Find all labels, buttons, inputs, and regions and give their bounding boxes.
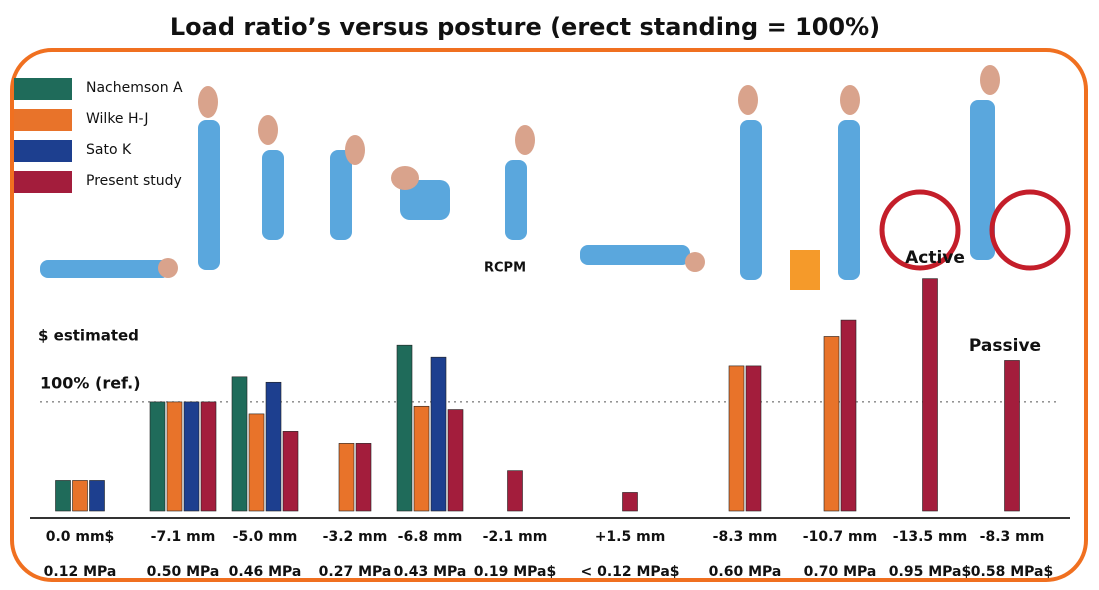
bar: [1005, 360, 1020, 511]
bar: [90, 480, 105, 511]
pressure-label: 0.50 MPa: [147, 564, 220, 580]
bar: [184, 402, 199, 511]
x-tick-label: -8.3 mm: [713, 529, 778, 545]
pressure-label: 0.19 MPa$: [474, 564, 556, 580]
bar: [232, 377, 247, 511]
pressure-label: 0.12 MPa: [44, 564, 117, 580]
pressure-label: < 0.12 MPa$: [580, 564, 679, 580]
legend-swatch: [14, 140, 72, 162]
legend-swatch: [14, 171, 72, 193]
chart-title: Load ratio’s versus posture (erect stand…: [170, 13, 880, 41]
x-tick-label: -6.8 mm: [398, 529, 463, 545]
pressure-label: 0.70 MPa: [804, 564, 877, 580]
x-tick-label: -7.1 mm: [151, 529, 216, 545]
x-tick-label: -10.7 mm: [803, 529, 877, 545]
y-tick-label: 100% (ref.): [40, 373, 141, 392]
x-tick-label: -8.3 mm: [980, 529, 1045, 545]
pressure-label: 0.58 MPa$: [971, 564, 1053, 580]
bar: [397, 345, 412, 511]
bar: [746, 366, 761, 511]
bar: [201, 402, 216, 511]
bar: [266, 382, 281, 511]
bar: [283, 431, 298, 511]
pressure-label: 0.46 MPa: [229, 564, 302, 580]
legend-swatch: [14, 109, 72, 131]
bar: [167, 402, 182, 511]
annotation: RCPM: [484, 261, 526, 276]
bar: [729, 366, 744, 511]
bar: [508, 471, 523, 511]
annotation: Passive: [969, 336, 1041, 356]
bar: [824, 336, 839, 511]
bar: [923, 279, 938, 511]
bar: [249, 414, 264, 511]
pressure-label: 0.95 MPa$: [889, 564, 971, 580]
legend-label: Nachemson A: [86, 80, 183, 96]
pressure-label: 0.60 MPa: [709, 564, 782, 580]
x-tick-label: -2.1 mm: [483, 529, 548, 545]
pressure-label: 0.43 MPa: [394, 564, 467, 580]
bar: [431, 357, 446, 511]
bar: [56, 480, 71, 511]
x-tick-label: -5.0 mm: [233, 529, 298, 545]
bar: [150, 402, 165, 511]
x-tick-label: -13.5 mm: [893, 529, 967, 545]
annotation: Active: [905, 248, 965, 268]
x-tick-label: +1.5 mm: [595, 529, 666, 545]
bar: [356, 443, 371, 511]
annotation: $ estimated: [38, 327, 139, 345]
chart: Load ratio’s versus posture (erect stand…: [0, 0, 1099, 590]
x-tick-label: -3.2 mm: [323, 529, 388, 545]
legend-label: Sato K: [86, 142, 132, 158]
x-tick-label: 0.0 mm$: [46, 529, 115, 545]
bar: [841, 320, 856, 511]
legend-label: Wilke H-J: [86, 111, 148, 127]
legend-label: Present study: [86, 173, 182, 189]
bar: [448, 410, 463, 511]
bar: [623, 492, 638, 511]
bar: [414, 406, 429, 511]
legend-swatch: [14, 78, 72, 100]
bar: [73, 480, 88, 511]
pressure-label: 0.27 MPa: [319, 564, 392, 580]
bar: [339, 443, 354, 511]
